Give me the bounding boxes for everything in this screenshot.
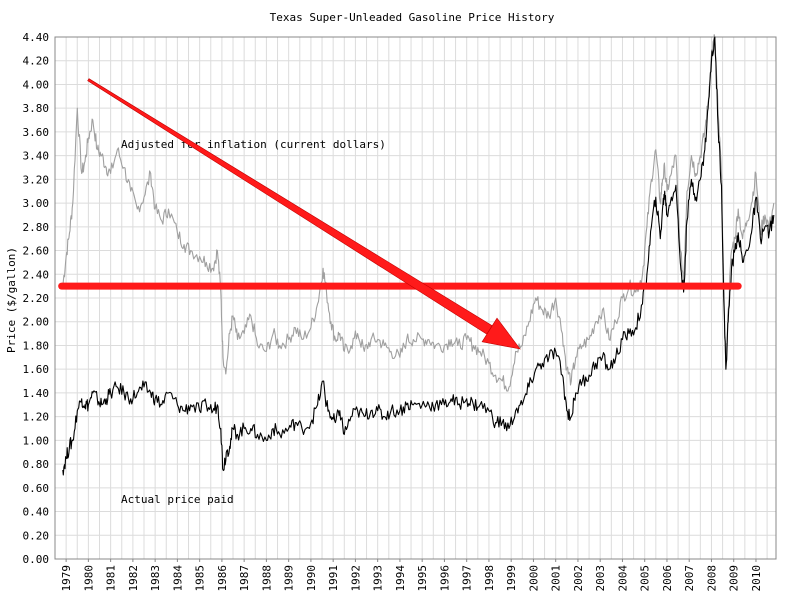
x-tick-label: 1979 (60, 565, 73, 592)
y-tick-label: 2.60 (23, 245, 50, 258)
y-tick-label: 3.00 (23, 197, 50, 210)
x-tick-label: 2004 (616, 565, 629, 592)
y-tick-label: 0.00 (23, 553, 50, 566)
x-tick-label: 1994 (394, 565, 407, 592)
x-tick-label: 1997 (461, 565, 474, 592)
x-tick-label: 2007 (683, 565, 696, 592)
x-tick-label: 1993 (372, 565, 385, 592)
y-tick-label: 3.80 (23, 102, 50, 115)
grid (54, 36, 776, 560)
y-tick-label: 0.20 (23, 529, 50, 542)
x-tick-label: 1991 (327, 565, 340, 592)
y-tick-label: 2.20 (23, 292, 50, 305)
x-tick-label: 1999 (505, 565, 518, 592)
x-tick-label: 2000 (527, 565, 540, 592)
x-tick-label: 1986 (216, 565, 229, 592)
y-tick-label: 3.60 (23, 126, 50, 139)
x-tick-label: 2006 (661, 565, 674, 592)
x-tick-label: 1982 (127, 565, 140, 592)
y-axis-ticks: 0.00 0.20 0.40 0.60 0.80 1.00 1.20 1.40 1.60 1.80… (23, 31, 50, 566)
x-tick-label: 2010 (750, 565, 763, 592)
y-tick-label: 1.20 (23, 411, 50, 424)
x-tick-label: 1985 (194, 565, 207, 592)
x-tick-label: 1980 (82, 565, 95, 592)
x-tick-label: 1987 (238, 565, 251, 592)
y-tick-label: 1.00 (23, 434, 50, 447)
x-tick-label: 2003 (594, 565, 607, 592)
x-tick-label: 1992 (349, 565, 362, 592)
y-tick-label: 4.40 (23, 31, 50, 44)
series-line-inflation_adjusted (62, 34, 775, 392)
x-tick-label: 1990 (305, 565, 318, 592)
overlay-layer (58, 78, 742, 350)
y-tick-label: 4.20 (23, 55, 50, 68)
x-tick-label: 2002 (572, 565, 585, 592)
y-tick-label: 0.80 (23, 458, 50, 471)
chart-title: Texas Super-Unleaded Gasoline Price Hist… (270, 11, 555, 24)
y-axis-label: Price ($/gallon) (5, 247, 18, 353)
y-tick-label: 0.40 (23, 506, 50, 519)
x-tick-label: 1983 (149, 565, 162, 592)
y-tick-label: 0.60 (23, 482, 50, 495)
series-line-actual (62, 36, 775, 476)
series-layer (62, 34, 775, 476)
x-tick-label: 1989 (283, 565, 296, 592)
y-tick-label: 1.60 (23, 363, 50, 376)
x-tick-label: 1998 (483, 565, 496, 592)
y-tick-label: 2.00 (23, 316, 50, 329)
y-tick-label: 3.20 (23, 173, 50, 186)
y-tick-label: 2.40 (23, 268, 50, 281)
x-tick-label: 1984 (171, 565, 184, 592)
plot-area (54, 36, 777, 560)
y-tick-label: 1.40 (23, 387, 50, 400)
y-tick-label: 1.80 (23, 339, 50, 352)
annotation-adjusted-label: Adjusted for inflation (current dollars) (121, 138, 386, 151)
x-axis-ticks: 1979 1980 1981 1982 1983 1984 1985 1986 1987 1988… (60, 559, 763, 592)
x-tick-label: 2005 (639, 565, 652, 592)
annotation-actual-label: Actual price paid (121, 493, 234, 506)
y-tick-label: 2.80 (23, 221, 50, 234)
y-tick-label: 4.00 (23, 78, 50, 91)
x-tick-label: 1981 (105, 565, 118, 592)
y-tick-label: 3.40 (23, 150, 50, 163)
x-tick-label: 2008 (705, 565, 718, 592)
trend-arrow-head (481, 317, 521, 350)
x-tick-label: 1995 (416, 565, 429, 592)
x-tick-label: 1988 (260, 565, 273, 592)
x-tick-label: 2001 (550, 565, 563, 592)
x-tick-label: 1996 (438, 565, 451, 592)
x-tick-label: 2009 (728, 565, 741, 592)
